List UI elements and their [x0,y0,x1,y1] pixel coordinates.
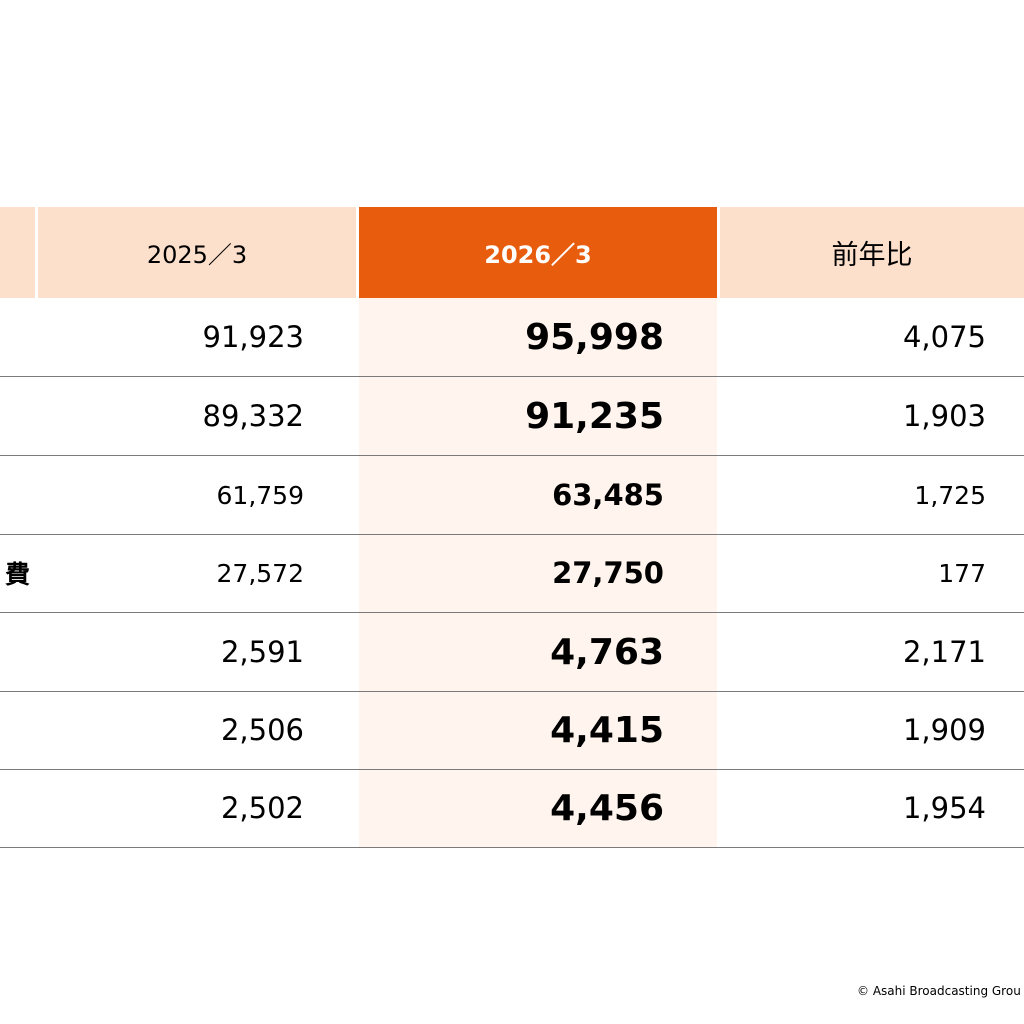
table-row: 費 27,572 27,750 177 [0,534,1024,613]
cell-2025: 91,923 [202,320,304,354]
copyright-notice: © Asahi Broadcasting Grou [857,984,1021,998]
cell-2025: 89,332 [202,399,304,433]
cell-2026: 27,750 [552,556,664,590]
cell-2025: 2,502 [220,791,304,825]
row-label [0,377,30,455]
cell-yoy: 1,903 [902,399,986,433]
table-row: 89,332 91,235 1,903 [0,377,1024,456]
cell-2026: 4,415 [550,709,664,751]
table-row: 61,759 63,485 1,725 [0,456,1024,535]
cell-2026: 4,456 [550,787,664,829]
cell-yoy: 2,171 [902,635,986,669]
header-yoy: 前年比 [720,207,1024,298]
row-label [0,456,30,534]
cell-yoy: 4,075 [902,320,986,354]
cell-2025: 61,759 [216,480,304,510]
table-row: 2,502 4,456 1,954 [0,769,1024,848]
header-label-cell [0,207,35,298]
row-label [0,613,30,691]
cell-2026: 4,763 [550,631,664,673]
cell-yoy: 1,909 [902,713,986,747]
cell-yoy: 177 [938,558,986,588]
current-year-highlight [359,298,717,847]
row-label: 費 [4,560,30,589]
cell-2026: 63,485 [552,478,664,512]
table-row: 2,506 4,415 1,909 [0,691,1024,770]
cell-yoy: 1,954 [902,791,986,825]
cell-2026: 91,235 [525,395,664,437]
row-label [0,298,30,376]
cell-yoy: 1,725 [914,480,986,510]
table-header: 2025／3 2026／3 前年比 [0,207,1024,298]
cell-2025: 27,572 [216,558,304,588]
header-2025-3: 2025／3 [38,207,356,298]
cell-2025: 2,591 [220,635,304,669]
table-row: 2,591 4,763 2,171 [0,613,1024,692]
cell-2026: 95,998 [525,316,664,358]
header-2026-3: 2026／3 [359,207,717,298]
row-label [0,691,30,769]
row-label [0,769,30,847]
table-row: 91,923 95,998 4,075 [0,298,1024,377]
cell-2025: 2,506 [220,713,304,747]
